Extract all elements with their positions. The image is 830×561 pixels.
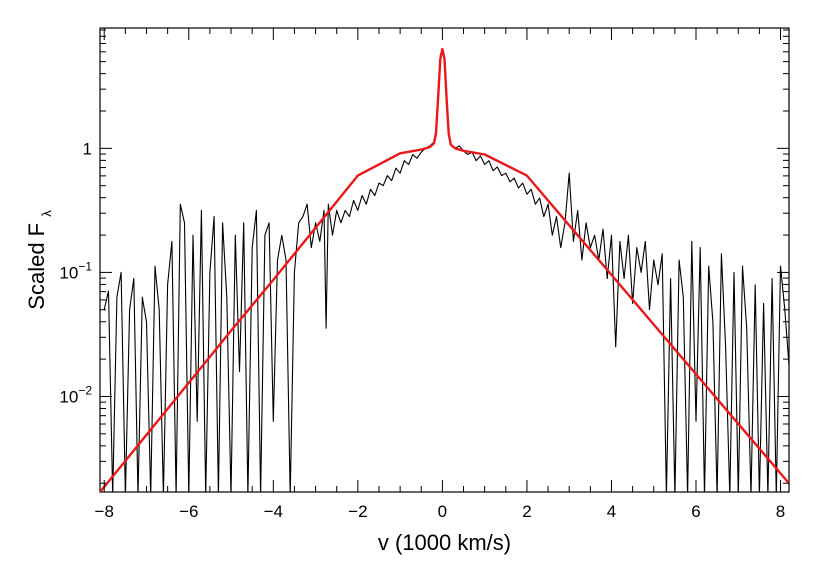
y-axis-label-main: Scaled F	[24, 223, 49, 310]
y-axis-label-subscript: λ	[39, 210, 54, 217]
tick-layer: −8 −6 −4 −2 0 2 4 6 8 1 10−1 10−2	[59, 28, 789, 521]
x-tick-label: 8	[776, 502, 785, 521]
x-tick-label: 6	[691, 502, 700, 521]
x-tick-label: −8	[95, 502, 114, 521]
y-tick-label: 10−2	[59, 383, 92, 406]
x-tick-label: 2	[522, 502, 531, 521]
x-tick-label: 0	[438, 502, 447, 521]
x-axis-label: v (1000 km/s)	[378, 530, 511, 555]
y-axis-label: Scaled F λ	[24, 210, 54, 310]
x-tick-label: −4	[264, 502, 283, 521]
x-tick-label: 4	[607, 502, 616, 521]
y-tick-label: 10−1	[59, 259, 92, 282]
x-tick-label: −6	[179, 502, 198, 521]
y-tick-label: 1	[83, 139, 92, 158]
series-layer	[100, 47, 789, 492]
x-tick-label: −2	[348, 502, 367, 521]
series-line-model	[100, 47, 789, 492]
axes-frame	[99, 27, 790, 493]
plot-frame	[99, 27, 790, 493]
